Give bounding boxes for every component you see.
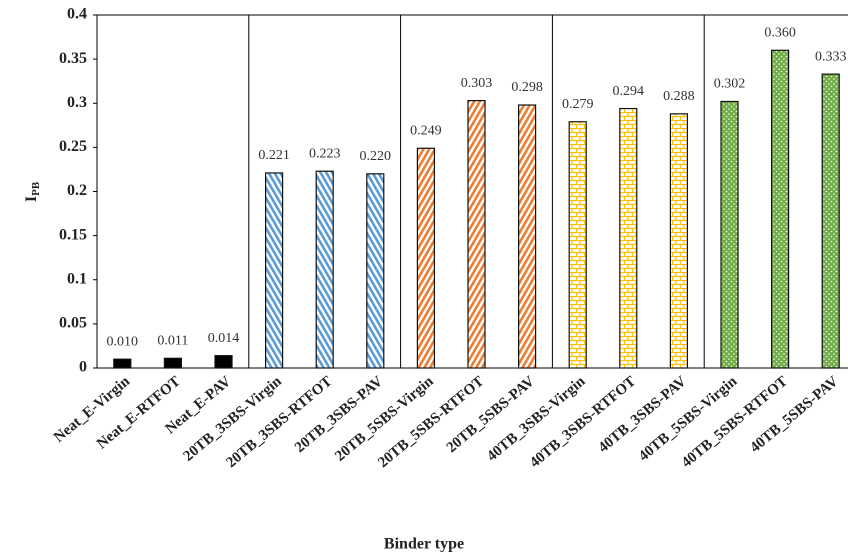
bar: [315, 170, 334, 369]
bar: [517, 104, 537, 369]
value-label: 0.220: [360, 149, 392, 164]
y-tick-label: 0.25: [59, 138, 87, 155]
value-label: 0.014: [208, 331, 240, 346]
value-label: 0.279: [562, 97, 594, 112]
value-label: 0.249: [410, 123, 442, 138]
x-axis-title: Binder type: [384, 536, 464, 553]
bar: [113, 358, 132, 369]
x-tick-label: 20TB_5SBS-PAV: [444, 373, 538, 456]
bar: [669, 113, 689, 369]
bar: [366, 173, 385, 369]
y-tick-label: 0.1: [67, 270, 87, 287]
y-tick-label: 0.2: [67, 182, 87, 199]
value-label: 0.303: [461, 76, 493, 91]
y-tick-label: 0.4: [67, 6, 87, 23]
value-label: 0.010: [107, 334, 139, 349]
y-tick-label: 0: [79, 359, 87, 376]
bar: [568, 121, 587, 369]
x-tick-label: 40TB_3SBS-PAV: [596, 373, 690, 456]
x-tick-label: 40TB_5SBS-PAV: [747, 373, 841, 456]
bar: [265, 172, 284, 369]
value-label: 0.302: [714, 77, 746, 92]
y-tick-label: 0.15: [59, 226, 87, 243]
value-label: 0.360: [764, 26, 796, 41]
bar: [720, 100, 739, 369]
value-label: 0.298: [511, 80, 543, 95]
bar: [467, 100, 486, 369]
y-tick-label: 0.35: [59, 50, 87, 67]
value-label: 0.223: [309, 146, 341, 161]
value-label: 0.333: [815, 49, 847, 64]
value-label: 0.294: [613, 84, 645, 99]
bar: [619, 107, 638, 369]
bar: [416, 147, 435, 369]
bar: [214, 355, 233, 369]
y-axis-title-main: I: [23, 196, 40, 202]
y-tick-label: 0.05: [59, 315, 87, 332]
y-axis-title-sub: PB: [30, 181, 42, 196]
value-label: 0.221: [258, 148, 290, 163]
x-tick-label: 20TB_3SBS-PAV: [292, 373, 386, 456]
value-label: 0.288: [663, 89, 695, 104]
bar: [770, 49, 790, 369]
bar: [163, 357, 182, 369]
bar: [821, 73, 840, 369]
value-label: 0.011: [157, 334, 188, 349]
y-axis-title: IPB: [23, 181, 42, 202]
y-tick-label: 0.3: [67, 94, 87, 111]
